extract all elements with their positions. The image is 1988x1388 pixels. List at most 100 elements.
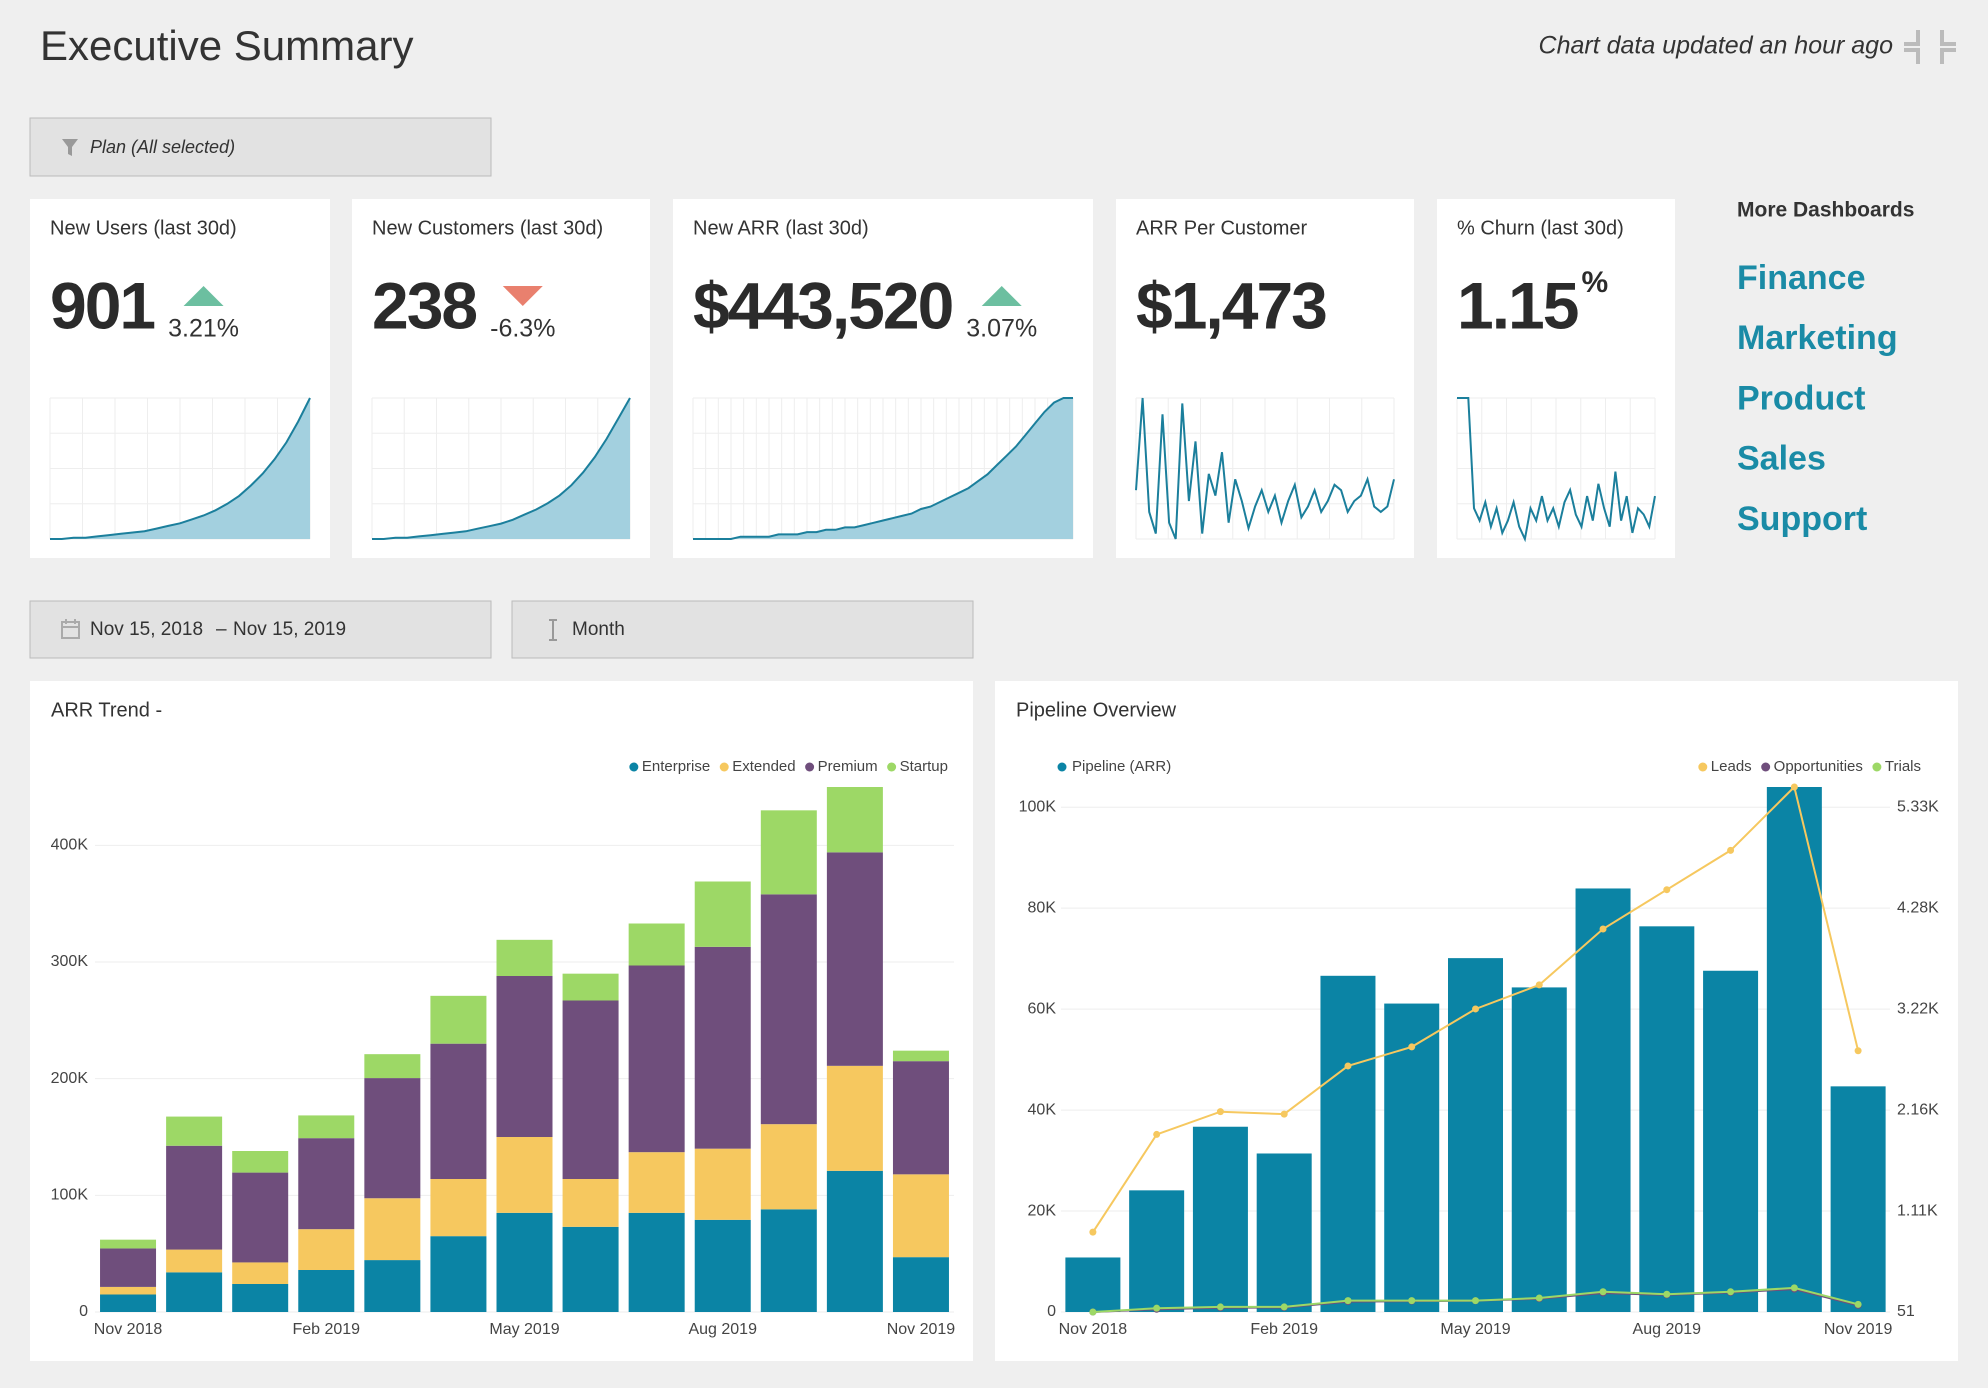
legend-label: Enterprise	[642, 758, 710, 775]
bar-segment	[232, 1151, 289, 1173]
dashboard-link[interactable]: Finance	[1737, 259, 1865, 297]
bar-segment	[166, 1272, 223, 1312]
bar-segment	[892, 1061, 949, 1175]
kpi-label: New Customers (last 30d)	[372, 217, 603, 239]
spark-line	[1135, 397, 1395, 540]
bar	[1766, 787, 1822, 1312]
x-tick-label: May 2019	[489, 1321, 559, 1338]
plan-filter[interactable]: Plan (All selected)	[29, 117, 492, 177]
legend-swatch	[1698, 762, 1708, 772]
y2-tick-label: 3.22K	[1897, 1000, 1939, 1017]
bar-segment	[826, 1170, 883, 1312]
kpi-label: New Users (last 30d)	[50, 217, 237, 239]
date-to[interactable]: Nov 15, 2019	[233, 619, 346, 640]
trend-arrow	[183, 286, 224, 306]
y-tick-label: 300K	[51, 953, 89, 970]
date-from[interactable]: Nov 15, 2018	[90, 619, 203, 640]
y2-tick-label: 51	[1897, 1303, 1915, 1320]
x-tick-label: Feb 2019	[1250, 1321, 1318, 1338]
bar-segment	[232, 1172, 289, 1263]
legend-swatch	[719, 762, 729, 772]
bar-segment	[892, 1174, 949, 1258]
bar-segment	[694, 881, 751, 947]
bar	[1448, 958, 1503, 1312]
line-point	[1599, 1288, 1607, 1296]
bar-segment	[430, 1236, 487, 1312]
bar-segment	[496, 1137, 553, 1213]
filter-label[interactable]: Plan (All selected)	[90, 137, 235, 157]
bar-segment	[232, 1284, 289, 1312]
kpi-value: 901	[50, 268, 154, 342]
kpi-change: 3.07%	[966, 315, 1037, 343]
y2-tick-label: 4.28K	[1897, 899, 1939, 916]
bar-segment	[100, 1248, 157, 1287]
filter-box[interactable]	[29, 600, 492, 659]
line-point	[1472, 1005, 1479, 1013]
bar-segment	[892, 1050, 949, 1062]
bar	[1575, 888, 1631, 1312]
panel-title: ARR Trend -	[51, 699, 162, 721]
kpi-value: $1,473	[1136, 268, 1326, 342]
line-point	[1344, 1297, 1352, 1305]
kpi-label: New ARR (last 30d)	[693, 217, 869, 239]
line-point	[1153, 1304, 1161, 1312]
spark-area	[50, 398, 310, 539]
bar-segment	[892, 1257, 949, 1312]
line-point	[1408, 1297, 1416, 1305]
y2-tick-label: 2.16K	[1897, 1101, 1939, 1118]
bar-segment	[430, 1043, 487, 1179]
bar	[1129, 1190, 1185, 1312]
collapse-icon[interactable]	[1904, 30, 1956, 64]
y-tick-label: 200K	[51, 1070, 89, 1087]
filter-box[interactable]	[511, 600, 974, 659]
bar-segment	[826, 852, 883, 1066]
bar-segment	[364, 1078, 421, 1199]
x-tick-label: Nov 2018	[1059, 1321, 1128, 1338]
bar-segment	[430, 1179, 487, 1237]
bar-segment	[760, 1209, 817, 1312]
line-point	[1599, 925, 1607, 933]
interval-label[interactable]: Month	[572, 619, 625, 640]
dashboard-link[interactable]: Support	[1737, 500, 1867, 538]
dashboard-link[interactable]: Product	[1737, 379, 1865, 417]
bar-segment	[298, 1115, 355, 1139]
bar-segment	[826, 1065, 883, 1171]
line-point	[1790, 783, 1798, 791]
bar-segment	[100, 1286, 157, 1295]
x-tick-label: Feb 2019	[292, 1321, 360, 1338]
line-point	[1216, 1108, 1224, 1116]
kpi-label: ARR Per Customer	[1136, 217, 1307, 239]
y2-tick-label: 1.11K	[1897, 1202, 1938, 1219]
x-tick-label: Aug 2019	[1633, 1321, 1702, 1338]
bar	[1639, 926, 1695, 1312]
panel-title: Pipeline Overview	[1016, 699, 1177, 721]
date-filter[interactable]: Nov 15, 2018 – Nov 15, 2019	[29, 600, 492, 659]
y-tick-label: 80K	[1028, 899, 1057, 916]
legend-label: Pipeline (ARR)	[1072, 758, 1171, 775]
dashboard-link[interactable]: Marketing	[1737, 319, 1898, 357]
line-point	[1663, 1290, 1671, 1298]
spark-area	[693, 398, 1073, 539]
y-tick-label: 60K	[1028, 1000, 1057, 1017]
kpi-change: 3.21%	[168, 315, 239, 343]
dashboard-link[interactable]: Sales	[1737, 440, 1826, 478]
bar-segment	[364, 1054, 421, 1079]
filter-box[interactable]	[29, 117, 492, 177]
y-tick-label: 40K	[1028, 1101, 1057, 1118]
spark-line	[693, 397, 1073, 540]
y-tick-label: 100K	[51, 1187, 89, 1204]
bar-segment	[232, 1262, 289, 1284]
bar-segment	[628, 965, 685, 1153]
bar-segment	[826, 787, 883, 853]
bar-segment	[562, 1000, 619, 1179]
bar-segment	[496, 976, 553, 1137]
legend-label: Trials	[1885, 758, 1921, 775]
bar	[1256, 1153, 1312, 1312]
bar-segment	[298, 1138, 355, 1230]
legend-label: Leads	[1711, 758, 1752, 775]
line-point	[1535, 981, 1543, 989]
spark-line	[372, 397, 631, 540]
bar-segment	[430, 995, 487, 1044]
interval-filter[interactable]: Month	[511, 600, 974, 659]
